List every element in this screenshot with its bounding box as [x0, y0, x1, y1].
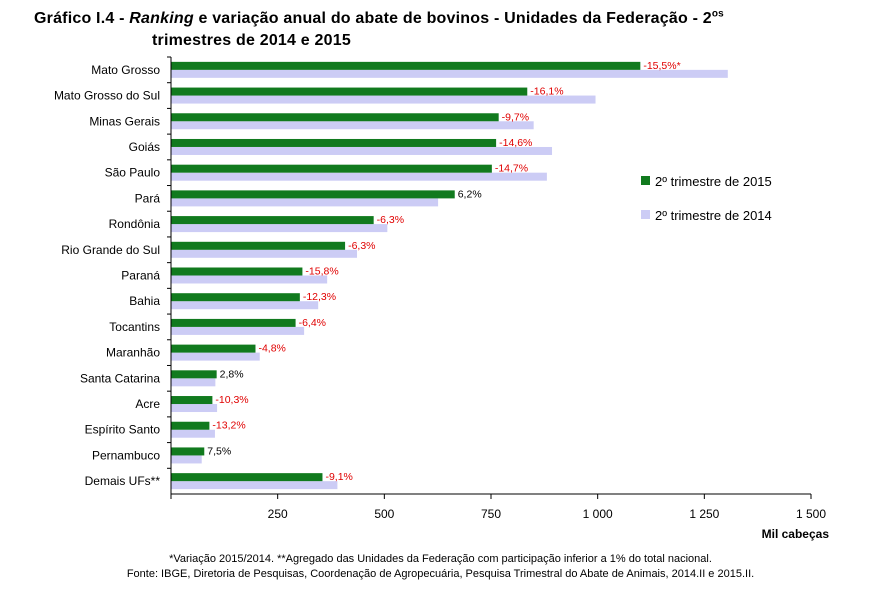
category-label: Espírito Santo [85, 423, 161, 437]
category-label: Acre [135, 397, 160, 411]
bar-2014 [171, 146, 553, 155]
category-label: Rio Grande do Sul [61, 243, 160, 257]
bar-2015 [171, 293, 300, 302]
category-label: Tocantins [109, 320, 160, 334]
bar-2015 [171, 344, 256, 353]
variation-label: -4,8% [258, 343, 285, 355]
bar-2015 [171, 241, 346, 250]
variation-label: -14,7% [495, 163, 528, 175]
variation-label: -6,3% [377, 214, 404, 226]
footnote-source: Fonte: IBGE, Diretoria de Pesquisas, Coo… [126, 568, 755, 580]
variation-label: 7,5% [207, 445, 231, 457]
category-label: Mato Grosso [91, 63, 160, 77]
bar-2014 [171, 69, 728, 78]
category-label: Mato Grosso do Sul [54, 89, 160, 103]
x-axis-title: Mil cabeças [762, 527, 830, 541]
variation-label: -16,1% [530, 86, 563, 98]
bar-2014 [171, 301, 319, 310]
category-label: Maranhão [106, 346, 160, 360]
bar-2014 [171, 172, 547, 181]
variation-label: -15,8% [305, 266, 338, 278]
bar-2014 [171, 326, 305, 335]
footnotes: *Variação 2015/2014. **Agregado das Unid… [0, 552, 881, 582]
variation-label: -13,2% [212, 420, 245, 432]
chart-title-line-2: trimestres de 2014 e 2015 [152, 32, 351, 49]
category-label: Rondônia [109, 217, 161, 231]
bar-2015 [171, 473, 323, 482]
variation-label: -9,1% [325, 471, 352, 483]
bar-2015 [171, 396, 213, 405]
title-prefix: Gráfico I.4 - [34, 10, 130, 27]
bar-2015 [171, 138, 497, 147]
category-label: Demais UFs** [85, 474, 161, 488]
legend-label-2015: 2º trimestre de 2015 [655, 174, 772, 189]
bar-2015 [171, 267, 303, 276]
bar-2014 [171, 249, 358, 258]
bar-2015 [171, 318, 296, 327]
title-ranking: Ranking [129, 10, 194, 27]
bar-2014 [171, 481, 338, 490]
x-tick-label: 250 [268, 507, 288, 521]
variation-label: 2,8% [220, 368, 244, 380]
variation-label: 6,2% [458, 188, 482, 200]
category-label: Santa Catarina [80, 371, 160, 385]
bar-2014 [171, 275, 328, 284]
bar-2015 [171, 216, 374, 225]
legend-swatch-2014 [641, 210, 650, 219]
legend-swatch-2015 [641, 176, 650, 185]
bar-2014 [171, 352, 260, 361]
variation-label: -12,3% [303, 291, 336, 303]
category-label: Bahia [129, 294, 160, 308]
x-tick-label: 1 250 [689, 507, 719, 521]
chart-title-line-1: Gráfico I.4 - Ranking e variação anual d… [34, 8, 864, 30]
title-superscript: os [711, 8, 724, 20]
bar-2015 [171, 447, 205, 456]
bar-2014 [171, 404, 218, 413]
bar-2014 [171, 121, 534, 130]
bar-2014 [171, 198, 439, 207]
category-label: São Paulo [105, 166, 161, 180]
variation-label: -15,5%* [643, 60, 680, 72]
bar-2015 [171, 190, 455, 199]
bar-2014 [171, 224, 388, 233]
variation-label: -10,3% [215, 394, 248, 406]
category-label: Pernambuco [92, 448, 160, 462]
variation-label: -9,7% [502, 111, 529, 123]
x-tick-label: 750 [481, 507, 501, 521]
footnote-variation: *Variação 2015/2014. **Agregado das Unid… [169, 553, 712, 565]
bar-2014 [171, 378, 216, 387]
category-label: Goiás [129, 140, 160, 154]
chart-title: Gráfico I.4 - Ranking e variação anual d… [34, 8, 864, 52]
title-line1-rest: e variação anual do abate de bovinos - U… [193, 10, 712, 27]
variation-label: -6,3% [348, 240, 375, 252]
bar-2015 [171, 370, 217, 379]
bar-2014 [171, 455, 202, 464]
x-tick-label: 1 500 [796, 507, 826, 521]
bar-2015 [171, 421, 210, 430]
variation-label: -14,6% [499, 137, 532, 149]
legend-label-2014: 2º trimestre de 2014 [655, 208, 772, 223]
variation-label: -6,4% [299, 317, 326, 329]
x-tick-label: 500 [374, 507, 394, 521]
x-tick-label: 1 000 [583, 507, 613, 521]
category-label: Pará [135, 191, 161, 205]
category-label: Paraná [121, 269, 160, 283]
bar-2014 [171, 95, 596, 104]
bar-2014 [171, 429, 215, 438]
bar-2015 [171, 61, 641, 70]
bar-2015 [171, 113, 499, 122]
bar-chart: Mato Grosso -15,5%* Mato Grosso do Sul -16,… [54, 56, 830, 541]
bar-2015 [171, 87, 528, 96]
bar-2015 [171, 164, 492, 173]
category-label: Minas Gerais [89, 114, 160, 128]
